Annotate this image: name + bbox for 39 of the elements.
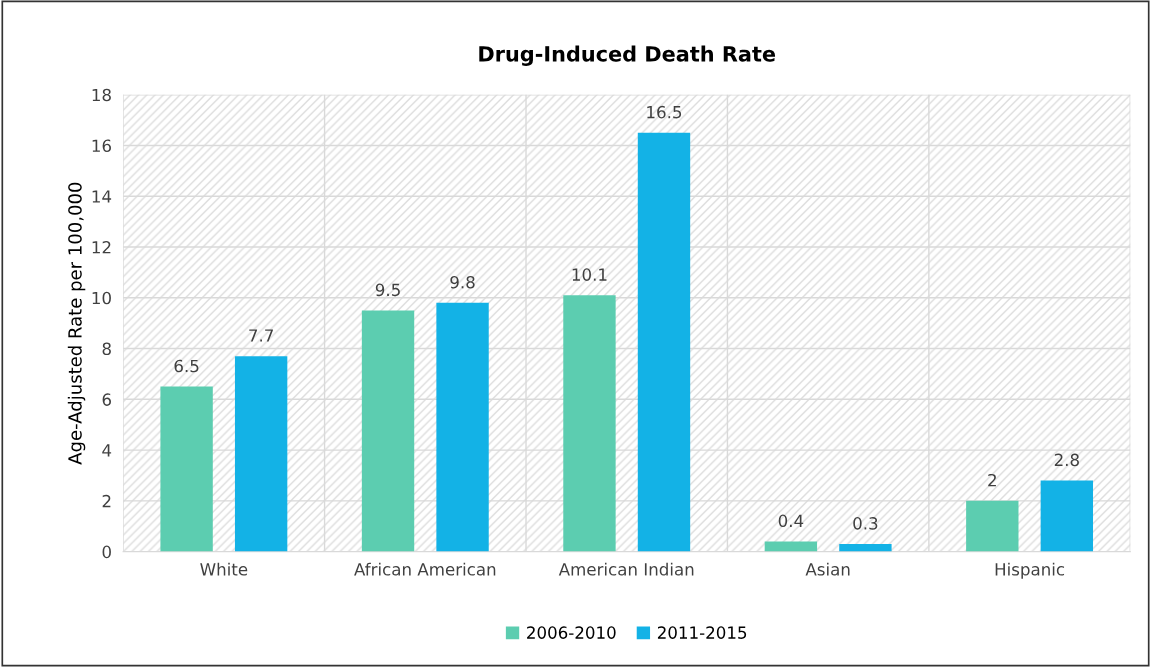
legend-label: 2011-2015 [657, 626, 747, 639]
data-label: 0.3 [853, 517, 878, 530]
data-label: 2 [988, 473, 996, 487]
y-tick-label: 4 [102, 444, 112, 457]
y-tick-label: 12 [92, 240, 111, 254]
y-tick-label: 14 [92, 190, 112, 203]
data-label: 9.8 [450, 275, 475, 289]
legend-label: 2006-2010 [527, 626, 616, 639]
bar [637, 132, 691, 552]
data-label: 7.7 [249, 329, 273, 342]
y-axis-title: Age-Adjusted Rate per 100,000 [67, 182, 86, 465]
y-tick-label: 0 [102, 545, 111, 559]
y-tick-label: 2 [102, 494, 111, 508]
bar [966, 500, 1019, 552]
bar [160, 386, 213, 552]
y-tick-label: 16 [92, 139, 111, 153]
x-tick-label: Hispanic [995, 562, 1065, 579]
bar [839, 543, 892, 552]
chart-title: Drug-Induced Death Rate [479, 45, 776, 66]
data-label: 6.5 [174, 359, 199, 373]
x-tick-label: White [200, 562, 248, 576]
x-tick-label: American Indian [558, 562, 694, 576]
x-tick-label: African American [354, 562, 496, 576]
y-tick-label: 18 [92, 88, 111, 102]
x-tick-label: Asian [805, 562, 850, 576]
bar [436, 302, 489, 552]
data-label: 0.4 [778, 514, 804, 528]
bar [764, 541, 818, 552]
bar [563, 295, 616, 552]
data-label: 10.1 [572, 268, 607, 281]
bar [361, 310, 415, 552]
bar [234, 356, 288, 552]
bar [1040, 480, 1094, 552]
data-label: 2.8 [1054, 453, 1079, 467]
data-label: 9.5 [375, 283, 400, 297]
y-tick-label: 8 [102, 342, 111, 356]
data-label: 16.5 [647, 105, 682, 119]
y-tick-label: 10 [92, 291, 111, 305]
y-tick-label: 6 [102, 393, 111, 406]
